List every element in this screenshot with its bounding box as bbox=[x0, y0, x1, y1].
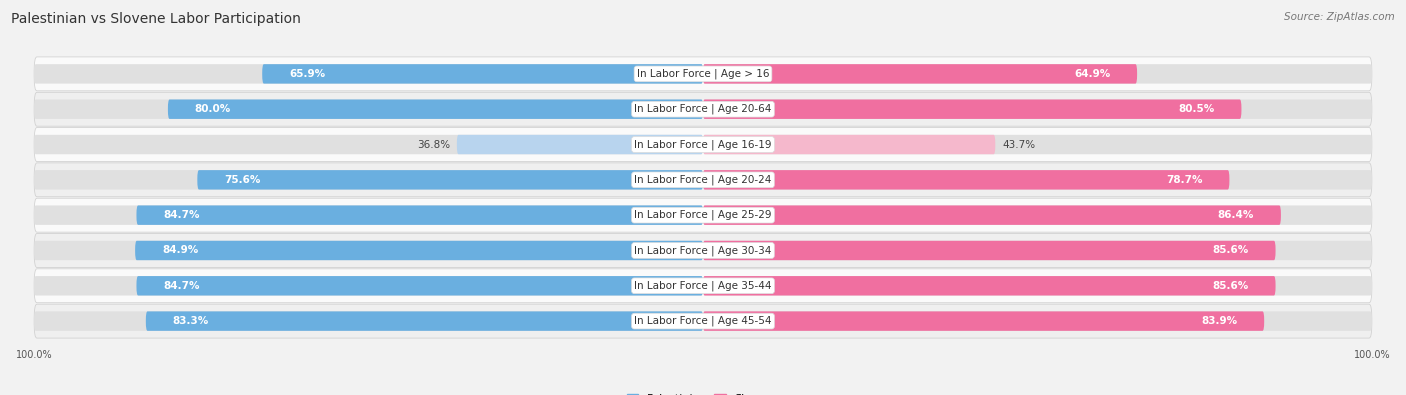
FancyBboxPatch shape bbox=[703, 311, 1372, 331]
FancyBboxPatch shape bbox=[34, 135, 703, 154]
Text: 80.5%: 80.5% bbox=[1178, 104, 1215, 114]
Text: 75.6%: 75.6% bbox=[224, 175, 260, 185]
Text: In Labor Force | Age 30-34: In Labor Force | Age 30-34 bbox=[634, 245, 772, 256]
FancyBboxPatch shape bbox=[34, 205, 703, 225]
Legend: Palestinian, Slovene: Palestinian, Slovene bbox=[623, 389, 783, 395]
Text: 43.7%: 43.7% bbox=[1002, 139, 1035, 150]
FancyBboxPatch shape bbox=[34, 311, 703, 331]
FancyBboxPatch shape bbox=[703, 100, 1241, 119]
FancyBboxPatch shape bbox=[34, 64, 703, 84]
Text: 36.8%: 36.8% bbox=[418, 139, 450, 150]
Text: 84.7%: 84.7% bbox=[163, 210, 200, 220]
Text: 84.7%: 84.7% bbox=[163, 281, 200, 291]
Text: 85.6%: 85.6% bbox=[1212, 245, 1249, 256]
FancyBboxPatch shape bbox=[34, 241, 703, 260]
Text: In Labor Force | Age 16-19: In Labor Force | Age 16-19 bbox=[634, 139, 772, 150]
Text: In Labor Force | Age 35-44: In Labor Force | Age 35-44 bbox=[634, 280, 772, 291]
FancyBboxPatch shape bbox=[34, 269, 1372, 303]
FancyBboxPatch shape bbox=[34, 304, 1372, 338]
FancyBboxPatch shape bbox=[703, 205, 1372, 225]
FancyBboxPatch shape bbox=[34, 57, 1372, 91]
FancyBboxPatch shape bbox=[703, 205, 1281, 225]
FancyBboxPatch shape bbox=[703, 311, 1264, 331]
Text: 78.7%: 78.7% bbox=[1166, 175, 1202, 185]
FancyBboxPatch shape bbox=[703, 276, 1275, 295]
FancyBboxPatch shape bbox=[34, 276, 703, 295]
FancyBboxPatch shape bbox=[703, 241, 1372, 260]
FancyBboxPatch shape bbox=[703, 64, 1137, 84]
FancyBboxPatch shape bbox=[136, 205, 703, 225]
FancyBboxPatch shape bbox=[135, 241, 703, 260]
FancyBboxPatch shape bbox=[703, 100, 1372, 119]
FancyBboxPatch shape bbox=[703, 135, 995, 154]
FancyBboxPatch shape bbox=[146, 311, 703, 331]
FancyBboxPatch shape bbox=[457, 135, 703, 154]
Text: 83.9%: 83.9% bbox=[1201, 316, 1237, 326]
FancyBboxPatch shape bbox=[703, 170, 1372, 190]
Text: In Labor Force | Age > 16: In Labor Force | Age > 16 bbox=[637, 69, 769, 79]
FancyBboxPatch shape bbox=[262, 64, 703, 84]
FancyBboxPatch shape bbox=[167, 100, 703, 119]
FancyBboxPatch shape bbox=[703, 241, 1275, 260]
FancyBboxPatch shape bbox=[703, 276, 1372, 295]
Text: 65.9%: 65.9% bbox=[290, 69, 325, 79]
FancyBboxPatch shape bbox=[34, 233, 1372, 267]
Text: 84.9%: 84.9% bbox=[162, 245, 198, 256]
FancyBboxPatch shape bbox=[34, 170, 703, 190]
FancyBboxPatch shape bbox=[197, 170, 703, 190]
Text: Palestinian vs Slovene Labor Participation: Palestinian vs Slovene Labor Participati… bbox=[11, 12, 301, 26]
FancyBboxPatch shape bbox=[34, 163, 1372, 197]
Text: 86.4%: 86.4% bbox=[1218, 210, 1254, 220]
FancyBboxPatch shape bbox=[136, 276, 703, 295]
Text: In Labor Force | Age 20-24: In Labor Force | Age 20-24 bbox=[634, 175, 772, 185]
Text: 80.0%: 80.0% bbox=[194, 104, 231, 114]
Text: 83.3%: 83.3% bbox=[173, 316, 209, 326]
FancyBboxPatch shape bbox=[34, 92, 1372, 126]
FancyBboxPatch shape bbox=[34, 198, 1372, 232]
Text: Source: ZipAtlas.com: Source: ZipAtlas.com bbox=[1284, 12, 1395, 22]
Text: 85.6%: 85.6% bbox=[1212, 281, 1249, 291]
Text: In Labor Force | Age 20-64: In Labor Force | Age 20-64 bbox=[634, 104, 772, 115]
Text: In Labor Force | Age 45-54: In Labor Force | Age 45-54 bbox=[634, 316, 772, 326]
Text: In Labor Force | Age 25-29: In Labor Force | Age 25-29 bbox=[634, 210, 772, 220]
FancyBboxPatch shape bbox=[34, 100, 703, 119]
FancyBboxPatch shape bbox=[703, 135, 1372, 154]
FancyBboxPatch shape bbox=[34, 128, 1372, 162]
Text: 64.9%: 64.9% bbox=[1074, 69, 1111, 79]
FancyBboxPatch shape bbox=[703, 64, 1372, 84]
FancyBboxPatch shape bbox=[703, 170, 1229, 190]
